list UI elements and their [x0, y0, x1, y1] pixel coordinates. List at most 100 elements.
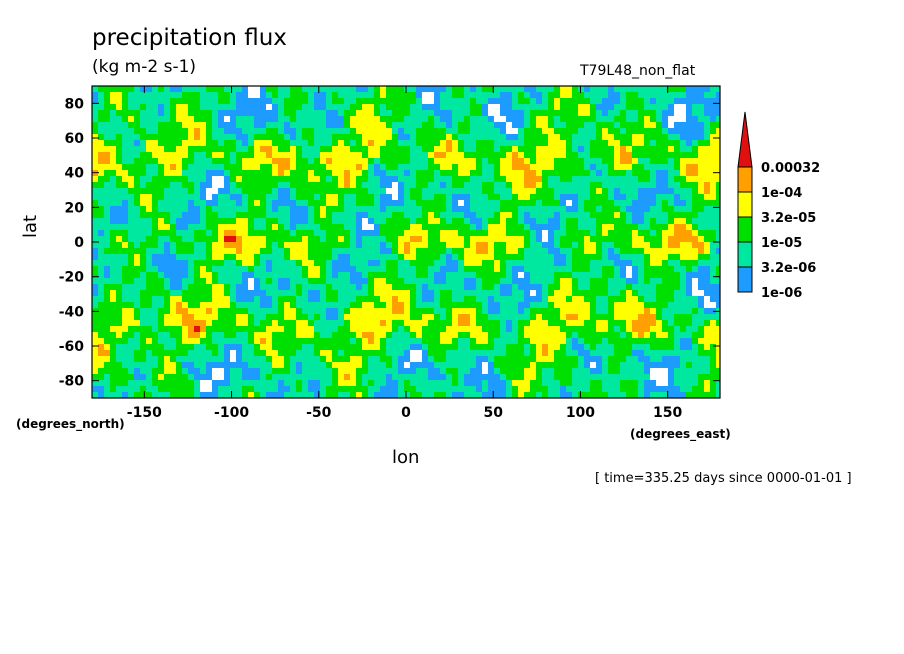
field-cell: [242, 182, 249, 189]
field-cell: [368, 152, 375, 159]
field-cell: [320, 92, 327, 99]
field-cell: [686, 314, 693, 321]
field-cell: [632, 206, 639, 213]
field-cell: [374, 116, 381, 123]
field-cell: [380, 164, 387, 171]
field-cell: [158, 314, 165, 321]
field-cell: [122, 242, 129, 249]
field-cell: [242, 140, 249, 147]
field-cell: [488, 146, 495, 153]
field-cell: [218, 254, 225, 261]
field-cell: [632, 110, 639, 117]
field-cell: [260, 290, 267, 297]
field-cell: [698, 116, 705, 123]
field-cell: [482, 332, 489, 339]
field-cell: [242, 170, 249, 177]
field-cell: [716, 92, 721, 99]
field-cell: [380, 206, 387, 213]
field-cell: [548, 356, 555, 363]
field-cell: [212, 278, 219, 285]
field-cell: [464, 188, 471, 195]
field-cell: [158, 236, 165, 243]
field-cell: [710, 230, 717, 237]
field-cell: [530, 326, 537, 333]
field-cell: [230, 224, 237, 231]
field-cell: [296, 362, 303, 369]
field-cell: [140, 224, 147, 231]
field-cell: [536, 122, 543, 129]
field-cell: [452, 308, 459, 315]
field-cell: [488, 332, 495, 339]
field-cell: [182, 356, 189, 363]
field-cell: [356, 314, 363, 321]
field-cell: [320, 230, 327, 237]
field-cell: [206, 134, 213, 141]
field-cell: [602, 242, 609, 249]
field-cell: [332, 230, 339, 237]
field-cell: [692, 134, 699, 141]
field-cell: [644, 176, 651, 183]
field-cell: [380, 218, 387, 225]
field-cell: [686, 290, 693, 297]
field-cell: [170, 152, 177, 159]
field-cell: [578, 200, 585, 207]
field-cell: [320, 236, 327, 243]
field-cell: [560, 344, 567, 351]
field-cell: [386, 104, 393, 111]
field-cell: [116, 302, 123, 309]
field-cell: [344, 356, 351, 363]
field-cell: [416, 260, 423, 267]
field-cell: [446, 344, 453, 351]
field-cell: [338, 218, 345, 225]
field-cell: [212, 92, 219, 99]
field-cell: [206, 158, 213, 165]
field-cell: [446, 284, 453, 291]
field-cell: [254, 332, 261, 339]
field-cell: [182, 188, 189, 195]
field-cell: [98, 206, 105, 213]
field-cell: [104, 146, 111, 153]
field-cell: [470, 350, 477, 357]
field-cell: [536, 86, 543, 93]
field-cell: [584, 266, 591, 273]
field-cell: [416, 110, 423, 117]
field-cell: [230, 248, 237, 255]
field-cell: [494, 350, 501, 357]
field-cell: [572, 296, 579, 303]
field-cell: [440, 296, 447, 303]
field-cell: [518, 188, 525, 195]
field-cell: [110, 134, 117, 141]
field-cell: [566, 254, 573, 261]
field-cell: [698, 266, 705, 273]
field-cell: [686, 248, 693, 255]
field-cell: [464, 128, 471, 135]
field-cell: [554, 92, 561, 99]
field-cell: [602, 182, 609, 189]
field-cell: [212, 290, 219, 297]
field-cell: [374, 248, 381, 255]
field-cell: [632, 266, 639, 273]
field-cell: [314, 206, 321, 213]
field-cell: [362, 266, 369, 273]
field-cell: [638, 218, 645, 225]
field-cell: [464, 278, 471, 285]
field-cell: [440, 314, 447, 321]
field-cell: [470, 344, 477, 351]
field-cell: [152, 260, 159, 267]
field-cell: [320, 326, 327, 333]
field-cell: [368, 296, 375, 303]
field-cell: [290, 200, 297, 207]
field-cell: [476, 332, 483, 339]
field-cell: [236, 182, 243, 189]
field-cell: [392, 188, 399, 195]
field-cell: [200, 242, 207, 249]
field-cell: [422, 212, 429, 219]
field-cell: [224, 308, 231, 315]
field-cell: [104, 194, 111, 201]
field-cell: [506, 338, 513, 345]
field-cell: [260, 212, 267, 219]
field-cell: [362, 92, 369, 99]
field-cell: [476, 236, 483, 243]
field-cell: [260, 272, 267, 279]
field-cell: [572, 338, 579, 345]
